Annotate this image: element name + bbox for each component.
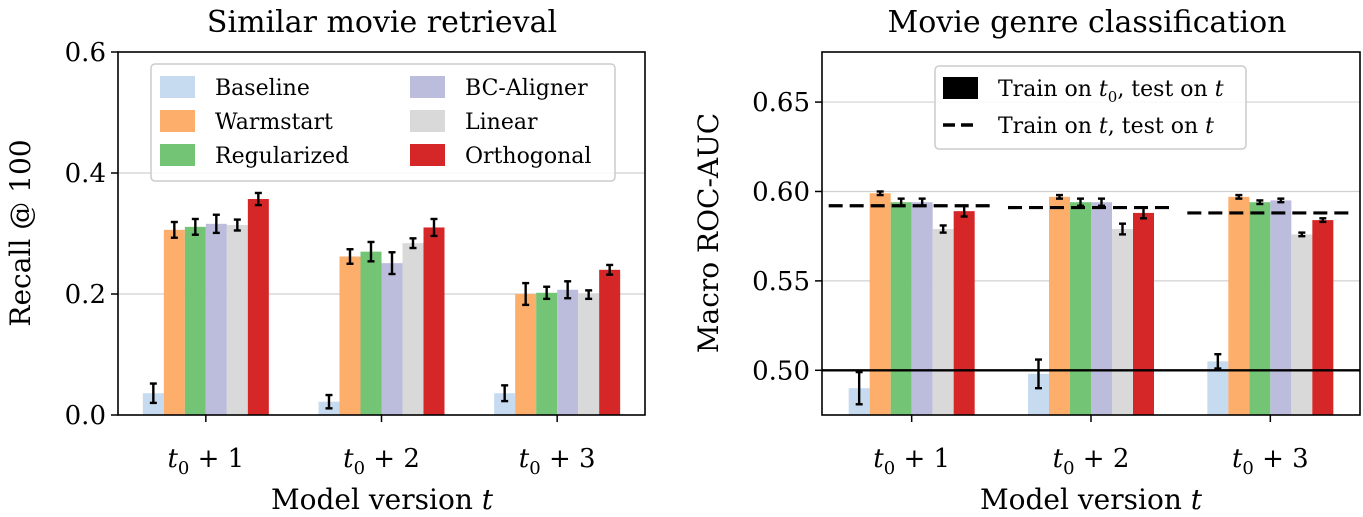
retrieval-y-axis-label: Recall @ 100 bbox=[4, 139, 37, 326]
retrieval-x-axis-label: Model version t bbox=[271, 483, 494, 516]
genre-x-axis-label: Model version t bbox=[980, 483, 1203, 516]
bar bbox=[1312, 220, 1334, 415]
bar bbox=[142, 393, 164, 415]
y-tick-label: 0.2 bbox=[65, 280, 106, 310]
y-tick-label: 0.60 bbox=[752, 177, 810, 207]
legend-label: Warmstart bbox=[215, 110, 333, 135]
legend-swatch-solid bbox=[943, 77, 978, 99]
x-tick-label: t0 + 3 bbox=[519, 444, 596, 479]
y-tick-label: 0.50 bbox=[752, 356, 810, 386]
y-tick-label: 0.65 bbox=[752, 88, 810, 118]
bar bbox=[890, 202, 912, 415]
legend-label: Orthogonal bbox=[465, 144, 591, 169]
x-tick-label: t0 + 3 bbox=[1232, 444, 1309, 479]
legend-swatch bbox=[160, 144, 195, 166]
bar bbox=[402, 243, 424, 415]
y-tick-label: 0.55 bbox=[752, 267, 810, 297]
bar bbox=[932, 229, 954, 415]
bar bbox=[536, 292, 558, 415]
bar bbox=[1228, 196, 1250, 415]
retrieval-x-label-var: t bbox=[482, 483, 494, 516]
genre-x-ticks: t0 + 1 t0 + 2 t0 + 3 bbox=[873, 415, 1309, 479]
bar bbox=[360, 251, 382, 415]
bar bbox=[226, 225, 248, 415]
bar bbox=[1207, 361, 1229, 415]
bar bbox=[1291, 234, 1313, 415]
retrieval-panel: Similar movie retrieval 0.0 0.2 0.4 0.6 t0 … bbox=[4, 5, 646, 516]
retrieval-y-ticks: 0.0 0.2 0.4 0.6 bbox=[65, 38, 118, 431]
y-tick-label: 0.4 bbox=[65, 159, 106, 189]
retrieval-legend: Baseline Warmstart Regularized BC-Aligner Li… bbox=[150, 63, 616, 182]
genre-x-label-text: Model version bbox=[980, 483, 1191, 516]
retrieval-x-ticks: t0 + 1 t0 + 2 t0 + 3 bbox=[167, 415, 596, 479]
legend-label: Baseline bbox=[215, 76, 310, 101]
bar bbox=[911, 202, 933, 415]
genre-title: Movie genre classification bbox=[888, 5, 1287, 40]
bar bbox=[1249, 202, 1271, 415]
bar bbox=[1133, 212, 1154, 415]
x-tick-label: t0 + 1 bbox=[873, 444, 950, 479]
bar bbox=[163, 229, 185, 415]
genre-reference-lines bbox=[822, 204, 1360, 372]
legend-swatch bbox=[160, 76, 195, 98]
bar bbox=[578, 294, 600, 415]
genre-legend: Train on t0, test on t Train on t, test … bbox=[934, 65, 1247, 150]
bar bbox=[423, 227, 445, 415]
legend-swatch bbox=[410, 76, 445, 98]
legend-label: Linear bbox=[465, 110, 538, 135]
genre-y-ticks: 0.50 0.55 0.60 0.65 bbox=[752, 88, 822, 386]
bar bbox=[1112, 229, 1133, 415]
bar bbox=[339, 256, 361, 415]
bar bbox=[494, 393, 516, 415]
bar bbox=[1270, 200, 1292, 415]
bar bbox=[1091, 202, 1112, 415]
legend-swatch bbox=[410, 110, 445, 132]
bar bbox=[1028, 373, 1049, 415]
legend-label: BC-Aligner bbox=[465, 76, 588, 101]
legend-label: Regularized bbox=[215, 144, 349, 169]
bar bbox=[247, 199, 269, 415]
x-tick-label: t0 + 2 bbox=[1053, 444, 1130, 479]
legend-label-dashed: Train on t, test on t bbox=[998, 114, 1214, 139]
bar bbox=[205, 223, 227, 415]
legend-swatch bbox=[410, 144, 445, 166]
retrieval-x-label-text: Model version bbox=[271, 483, 482, 516]
bar bbox=[515, 294, 537, 415]
bar bbox=[599, 269, 621, 415]
bar bbox=[869, 193, 891, 415]
retrieval-title: Similar movie retrieval bbox=[207, 5, 557, 40]
retrieval-legend-box bbox=[150, 63, 616, 182]
genre-panel: Movie genre classification 0.500.550.600… bbox=[692, 5, 1361, 516]
bar bbox=[953, 211, 975, 415]
x-tick-label: t0 + 2 bbox=[343, 444, 420, 479]
legend-swatch bbox=[160, 110, 195, 132]
y-tick-label: 0.6 bbox=[65, 38, 106, 68]
retrieval-bars bbox=[142, 191, 621, 415]
genre-y-axis-label: Macro ROC-AUC bbox=[692, 113, 725, 353]
bar bbox=[184, 226, 206, 415]
genre-x-label-var: t bbox=[1191, 483, 1203, 516]
legend-label-solid: Train on t0, test on t bbox=[998, 77, 1224, 106]
x-tick-label: t0 + 1 bbox=[167, 444, 244, 479]
bar bbox=[557, 289, 579, 415]
y-tick-label: 0.0 bbox=[65, 401, 106, 431]
genre-legend-box bbox=[934, 65, 1247, 150]
genre-bars bbox=[848, 190, 1334, 415]
bar bbox=[1049, 196, 1070, 415]
bar bbox=[1070, 202, 1091, 415]
bar bbox=[381, 263, 403, 415]
